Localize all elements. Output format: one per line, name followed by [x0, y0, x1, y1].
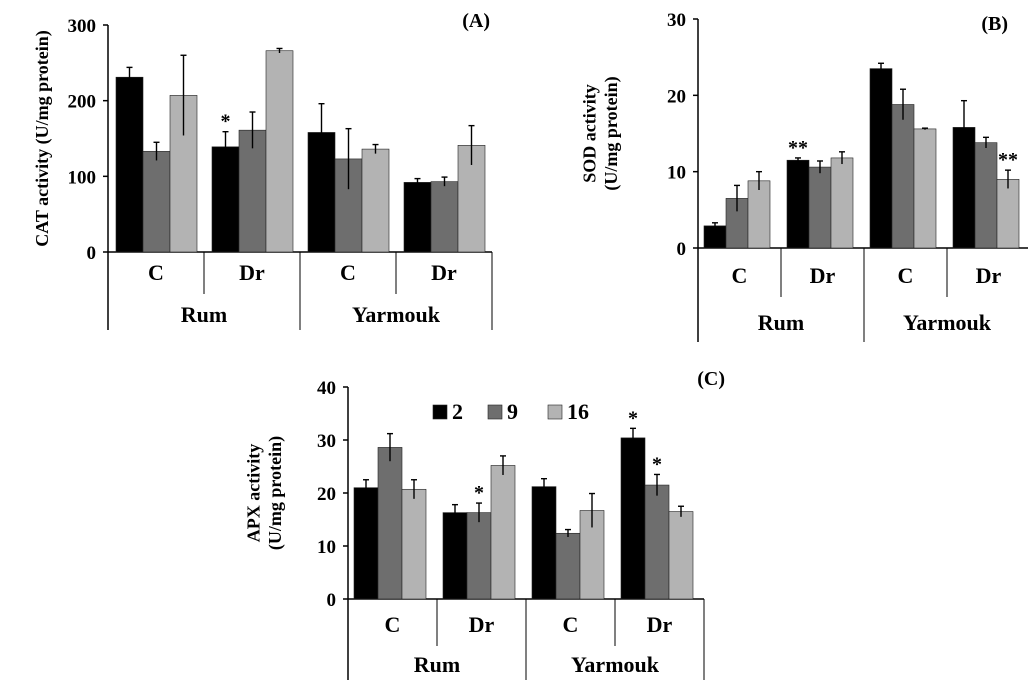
x-category-label: C: [340, 260, 356, 285]
y-tick-label: 100: [68, 167, 97, 188]
y-tick-label: 0: [87, 243, 97, 264]
y-tick-label: 40: [317, 378, 336, 399]
bar-16-3: [668, 511, 694, 600]
significance-marker: **: [788, 137, 808, 159]
y-axis-label-line: SOD activity: [579, 84, 599, 183]
bar-16-1: [830, 157, 854, 249]
bar-9-3: [974, 142, 998, 249]
significance-marker: *: [474, 482, 484, 504]
x-category-label: C: [385, 612, 401, 637]
x-category-label: Dr: [810, 263, 836, 288]
y-tick-label: 300: [68, 16, 97, 37]
bar-9-1: [466, 512, 492, 600]
bar-16-0: [401, 488, 427, 600]
bar-16-0: [747, 180, 771, 249]
y-tick-label: 30: [317, 431, 336, 452]
bar-2-0: [115, 76, 144, 253]
significance-marker: *: [628, 407, 638, 429]
x-category-label: C: [148, 260, 164, 285]
bar-9-0: [377, 447, 403, 600]
bar-2-1: [211, 146, 240, 253]
bar-16-3: [996, 179, 1020, 249]
y-axis-label-line: (U/mg protein): [265, 436, 286, 550]
x-category-label: Dr: [976, 263, 1002, 288]
bar-16-2: [361, 148, 390, 253]
legend-label: 2: [452, 399, 463, 424]
x-category-label: Dr: [239, 260, 265, 285]
x-group-label: Yarmouk: [352, 302, 441, 327]
legend-swatch-16: [547, 404, 563, 420]
bar-9-3: [430, 181, 459, 253]
chart-panel-2: 0 10 20 30 40 C Dr C Dr Rum Yarmouk * * * APX activity…: [243, 368, 725, 680]
x-category-label: Dr: [469, 612, 495, 637]
x-group-label: Rum: [414, 652, 460, 677]
y-axis-label: SOD activity(U/mg protein): [579, 76, 622, 190]
x-group-label: Rum: [758, 310, 804, 335]
x-category-label: Dr: [647, 612, 673, 637]
legend-swatch-9: [487, 404, 503, 420]
y-axis-label: APX activity(U/mg protein): [243, 436, 286, 550]
y-tick-label: 10: [667, 163, 686, 184]
panel-label: (B): [981, 13, 1008, 35]
y-axis-label-line: APX activity: [243, 444, 263, 542]
bar-2-2: [869, 68, 893, 249]
x-group-label: Rum: [181, 302, 227, 327]
bar-9-3: [644, 484, 670, 600]
y-axis-label-line: (U/mg protein): [601, 76, 622, 190]
y-tick-label: 10: [317, 537, 336, 558]
significance-marker: *: [221, 111, 231, 133]
bar-16-2: [913, 128, 937, 249]
y-axis-label: CAT activity (U/mg protein): [32, 30, 53, 246]
bar-2-1: [786, 159, 810, 249]
y-tick-label: 0: [327, 590, 337, 611]
bar-9-1: [808, 166, 832, 249]
x-category-label: Dr: [431, 260, 457, 285]
significance-marker: **: [998, 149, 1018, 171]
x-category-label: C: [732, 263, 748, 288]
panel-label: (C): [697, 368, 725, 390]
bar-9-0: [142, 151, 171, 253]
significance-marker: *: [652, 453, 662, 475]
x-category-label: C: [563, 612, 579, 637]
x-group-label: Yarmouk: [903, 310, 992, 335]
y-tick-label: 20: [667, 86, 686, 107]
legend: 2 9 16: [432, 399, 589, 424]
bar-16-1: [490, 465, 516, 600]
legend-label: 16: [567, 399, 589, 424]
bar-2-1: [442, 512, 468, 600]
bar-2-3: [620, 437, 646, 600]
y-tick-label: 20: [317, 484, 336, 505]
legend-swatch-2: [432, 404, 448, 420]
x-group-label: Yarmouk: [571, 652, 660, 677]
bar-9-1: [238, 129, 267, 253]
bar-2-3: [403, 182, 432, 253]
x-category-label: C: [898, 263, 914, 288]
y-tick-label: 0: [677, 239, 687, 260]
chart-panel-0: 0 100 200 300 C Dr C Dr Rum Yarmouk * CAT activity …: [32, 10, 493, 330]
y-tick-label: 200: [68, 92, 97, 113]
bar-2-0: [703, 225, 727, 249]
bar-9-2: [555, 532, 581, 600]
bar-9-2: [891, 104, 915, 249]
bar-2-2: [531, 486, 557, 600]
legend-label: 9: [507, 399, 518, 424]
bar-2-0: [353, 487, 379, 600]
panel-label: (A): [462, 10, 490, 32]
bar-16-1: [265, 50, 294, 253]
y-tick-label: 30: [667, 10, 686, 31]
